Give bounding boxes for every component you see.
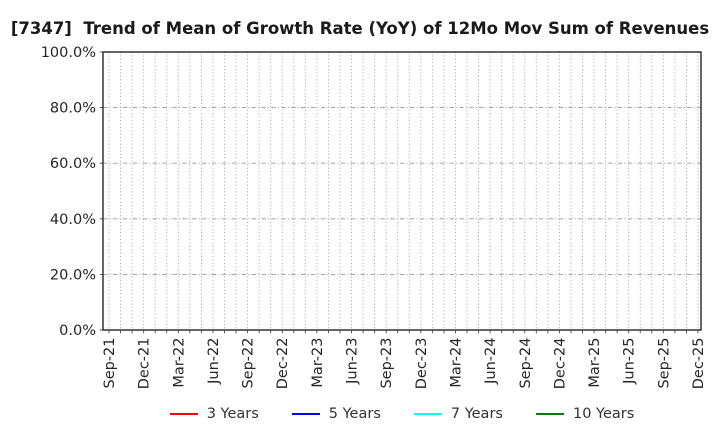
x-tick-label: Sep-22 bbox=[241, 338, 257, 389]
legend-item-7-years: 7 Years bbox=[413, 406, 503, 422]
plot-area bbox=[103, 52, 701, 330]
y-tick-label: 0.0% bbox=[59, 323, 96, 339]
x-tick-label: Dec-23 bbox=[414, 338, 430, 390]
x-tick-label: Dec-24 bbox=[552, 338, 568, 390]
legend-label: 3 Years bbox=[206, 406, 259, 422]
x-tick-label: Dec-22 bbox=[275, 338, 291, 390]
legend-label: 5 Years bbox=[328, 406, 381, 422]
x-tick-label: Mar-24 bbox=[448, 338, 464, 388]
x-tick-label: Sep-25 bbox=[656, 338, 672, 389]
y-axis-labels: 0.0% 20.0% 40.0% 60.0% 80.0% 100.0% bbox=[41, 45, 96, 339]
x-tick-label: Dec-21 bbox=[137, 338, 153, 390]
horizontal-gridlines bbox=[103, 107, 701, 275]
x-axis-labels: Sep-21 Dec-21 Mar-22 Jun-22 Sep-22 Dec-22 Mar-… bbox=[102, 338, 707, 390]
legend-line-sample bbox=[413, 413, 442, 415]
legend-line-sample bbox=[535, 413, 564, 415]
legend-line-sample bbox=[291, 413, 320, 415]
x-tick-label: Sep-21 bbox=[102, 338, 118, 389]
x-tick-label: Jun-23 bbox=[345, 338, 361, 385]
x-tick-label: Jun-22 bbox=[206, 338, 222, 385]
legend-item-3-years: 3 Years bbox=[169, 406, 259, 422]
legend-label: 7 Years bbox=[450, 406, 503, 422]
y-tick-label: 20.0% bbox=[50, 267, 96, 283]
x-tick-label: Dec-25 bbox=[691, 338, 707, 390]
y-tick-label: 40.0% bbox=[50, 212, 96, 228]
x-tick-label: Sep-24 bbox=[518, 338, 534, 389]
x-tick-label: Mar-23 bbox=[310, 338, 326, 388]
chart-legend: 3 Years 5 Years 7 Years 10 Years bbox=[103, 403, 701, 425]
x-tick-label: Jun-24 bbox=[483, 338, 499, 385]
axes-frame bbox=[102, 51, 702, 331]
y-tick-label: 100.0% bbox=[41, 45, 96, 61]
x-tick-label: Mar-22 bbox=[171, 338, 187, 388]
axis-ticks bbox=[99, 51, 699, 334]
legend-line-sample bbox=[169, 413, 198, 415]
x-tick-label: Mar-25 bbox=[587, 338, 603, 388]
x-tick-label: Jun-25 bbox=[622, 338, 638, 385]
vertical-gridlines bbox=[108, 52, 699, 330]
chart-title: [7347] Trend of Mean of Growth Rate (YoY… bbox=[10, 19, 710, 38]
y-tick-label: 80.0% bbox=[50, 101, 96, 117]
legend-item-5-years: 5 Years bbox=[291, 406, 381, 422]
y-tick-label: 60.0% bbox=[50, 156, 96, 172]
legend-item-10-years: 10 Years bbox=[535, 406, 635, 422]
legend-label: 10 Years bbox=[572, 406, 635, 422]
x-tick-label: Sep-23 bbox=[379, 338, 395, 389]
